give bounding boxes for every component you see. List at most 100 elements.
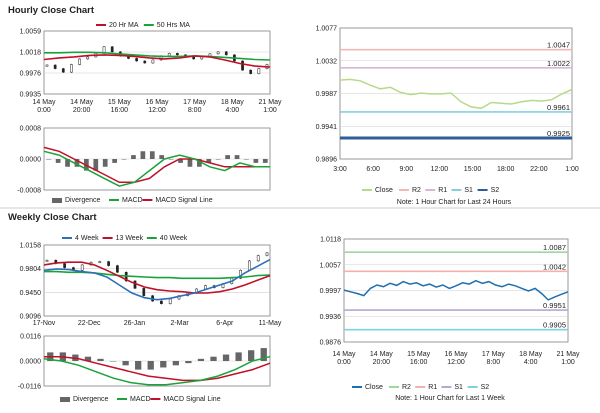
hourly-candle-body-12 <box>135 58 138 62</box>
hourly-candle-body-2 <box>53 64 57 69</box>
hourly-price-x-tick-2-line-2: 20:00 <box>73 107 91 114</box>
weekly-levels-x-tick-3-line-1: 15 May <box>407 351 430 358</box>
hourly-macd-legend-label-3: MACD Signal Line <box>155 197 212 204</box>
weekly-candle-body-15 <box>168 298 172 304</box>
hourly-candle-body-6 <box>86 56 90 60</box>
weekly-levels-legend-label-3: R1 <box>428 384 437 391</box>
weekly-levels-x-tick-3-line-2: 16:00 <box>410 359 428 366</box>
hourly-candle-body-16 <box>167 53 171 57</box>
weekly-levels-legend-label-4: S1 <box>454 384 463 391</box>
weekly-candle-body-8 <box>107 261 110 266</box>
hourly-price-x-tick-7-line-1: 21 May <box>259 99 282 106</box>
weekly-candle-body-14 <box>160 300 163 304</box>
hourly-price-x-tick-1-line-1: 14 May <box>33 99 56 106</box>
weekly-levels-x-tick-1-line-1: 14 May <box>333 351 356 358</box>
hourly-price-x-tick-6-line-2: 4:00 <box>226 107 240 114</box>
hourly-levels-y-tick-4: 0.9941 <box>316 124 338 131</box>
hourly-divergence-bar-15 <box>178 159 183 163</box>
weekly-divergence-bar-6 <box>109 361 117 362</box>
weekly-levels-x-tick-1-line-2: 0:00 <box>337 359 351 366</box>
hourly-divergence-bar-16 <box>187 159 193 167</box>
weekly-levels-x-tick-7-line-2: 1:00 <box>561 359 575 366</box>
weekly-candle-body-5 <box>80 264 84 271</box>
hourly-levels-x-tick-4: 12:00 <box>431 166 449 173</box>
weekly-levels-x-tick-4-line-1: 16 May <box>445 351 468 358</box>
weekly-price-y-tick-3: 0.9450 <box>20 290 42 297</box>
hourly-price-x-tick-4-line-1: 16 May <box>146 99 169 106</box>
weekly-divergence-bar-9 <box>147 361 154 370</box>
weekly-levels-close-line <box>343 279 569 301</box>
weekly-levels-y-tick-3: 0.9997 <box>320 288 342 295</box>
weekly-divergence-bar-15 <box>222 354 230 361</box>
weekly-levels-note: Note: 1 Hour Chart for Last 1 Week <box>395 395 505 402</box>
weekly-price-plot-frame <box>43 244 271 317</box>
hourly-candle-body-1 <box>45 64 49 67</box>
hourly-price-plot-frame <box>43 30 271 95</box>
weekly-divergence-bar-11 <box>172 361 179 366</box>
weekly-candle-body-9 <box>116 265 119 273</box>
hourly-divergence-bar-13 <box>159 155 165 159</box>
weekly-levels-y-tick-5: 0.9876 <box>320 340 342 347</box>
hourly-candle-body-19 <box>192 56 196 60</box>
hourly-levels-x-tick-6: 18:00 <box>497 166 515 173</box>
hourly-divergence-bar-12 <box>149 151 155 159</box>
weekly-candle-body-3 <box>63 263 66 268</box>
hourly-levels-label-s1: 0.9961 <box>547 103 570 112</box>
hourly-divergence-bar-1 <box>46 159 52 160</box>
hourly-price-x-tick-6-line-1: 18 May <box>221 99 244 106</box>
weekly-levels-x-tick-6-line-2: 4:00 <box>524 359 538 366</box>
hourly-levels-x-tick-1: 3:00 <box>333 166 347 173</box>
weekly-divergence-bar-17 <box>248 350 255 361</box>
hourly-levels-y-tick-5: 0.9896 <box>316 157 338 164</box>
hourly-macd-y-tick-2: 0.0000 <box>20 157 42 164</box>
weekly-price-x-tick-4: 2-Mar <box>170 320 189 327</box>
weekly-candle-body-25 <box>256 255 260 262</box>
weekly-price-x-tick-2: 22-Dec <box>78 320 101 327</box>
weekly-price-x-tick-5: 6-Apr <box>216 320 234 327</box>
hourly-levels-label-r2: 1.0047 <box>547 41 570 50</box>
hourly-levels-x-tick-7: 22:00 <box>530 166 548 173</box>
weekly-levels-label-s2: 0.9905 <box>543 321 566 330</box>
weekly-price-y-tick-4: 0.9096 <box>20 314 42 321</box>
hourly-price-x-tick-1-line-2: 0:00 <box>37 107 51 114</box>
hourly-candle-body-25 <box>241 60 244 71</box>
hourly-levels-legend-label-1: Close <box>375 187 393 194</box>
weekly-macd-legend-swatch-1 <box>60 397 70 402</box>
weekly-13wk-line <box>43 261 271 294</box>
weekly-levels-x-tick-5-line-1: 17 May <box>482 351 505 358</box>
weekly-price-x-tick-3: 26-Jan <box>124 320 146 327</box>
weekly-price-y-tick-1: 1.0158 <box>20 243 42 250</box>
weekly-levels-label-r1: 1.0042 <box>543 262 566 271</box>
weekly-macd-y-tick-2: 0.0000 <box>20 359 42 366</box>
hourly-divergence-bar-22 <box>244 159 249 160</box>
hourly-macd-y-tick-3: -0.0008 <box>17 188 41 195</box>
hourly-section-title: Hourly Close Chart <box>8 5 95 16</box>
hourly-divergence-bar-3 <box>65 159 70 167</box>
weekly-candle-body-24 <box>248 260 251 271</box>
hourly-candle-body-23 <box>224 51 228 56</box>
hourly-levels-legend-label-5: S2 <box>491 187 500 194</box>
weekly-price-legend-label-1: 4 Week <box>75 235 99 242</box>
weekly-candle-body-19 <box>204 285 207 290</box>
weekly-price-legend-label-2: 13 Week <box>116 235 144 242</box>
hourly-macd-y-tick-1: 0.0008 <box>20 126 42 133</box>
hourly-levels-label-r1: 1.0022 <box>547 59 570 68</box>
hourly-levels-x-tick-3: 9:00 <box>399 166 413 173</box>
hourly-price-y-tick-1: 1.0059 <box>20 29 42 36</box>
hourly-price-legend-label-2: 50 Hrs MA <box>157 22 190 29</box>
weekly-levels-x-tick-2-line-2: 20:00 <box>373 359 391 366</box>
weekly-levels-x-tick-2-line-1: 14 May <box>370 351 393 358</box>
weekly-levels-label-s1: 0.9951 <box>543 301 566 310</box>
weekly-macd-legend-label-1: Divergence <box>73 396 109 403</box>
weekly-candle-body-1 <box>45 259 49 262</box>
weekly-levels-y-tick-2: 1.0057 <box>320 262 342 269</box>
hourly-levels-legend-label-2: R2 <box>412 187 421 194</box>
hourly-price-y-tick-3: 0.9976 <box>20 71 42 78</box>
hourly-levels-x-tick-5: 15:00 <box>464 166 482 173</box>
weekly-macd-legend-label-3: MACD Signal Line <box>163 396 220 403</box>
hourly-price-y-tick-4: 0.9935 <box>20 92 42 99</box>
hourly-divergence-bar-4 <box>74 159 80 167</box>
weekly-candle-body-12 <box>142 288 146 296</box>
weekly-levels-x-tick-7-line-1: 21 May <box>557 351 580 358</box>
